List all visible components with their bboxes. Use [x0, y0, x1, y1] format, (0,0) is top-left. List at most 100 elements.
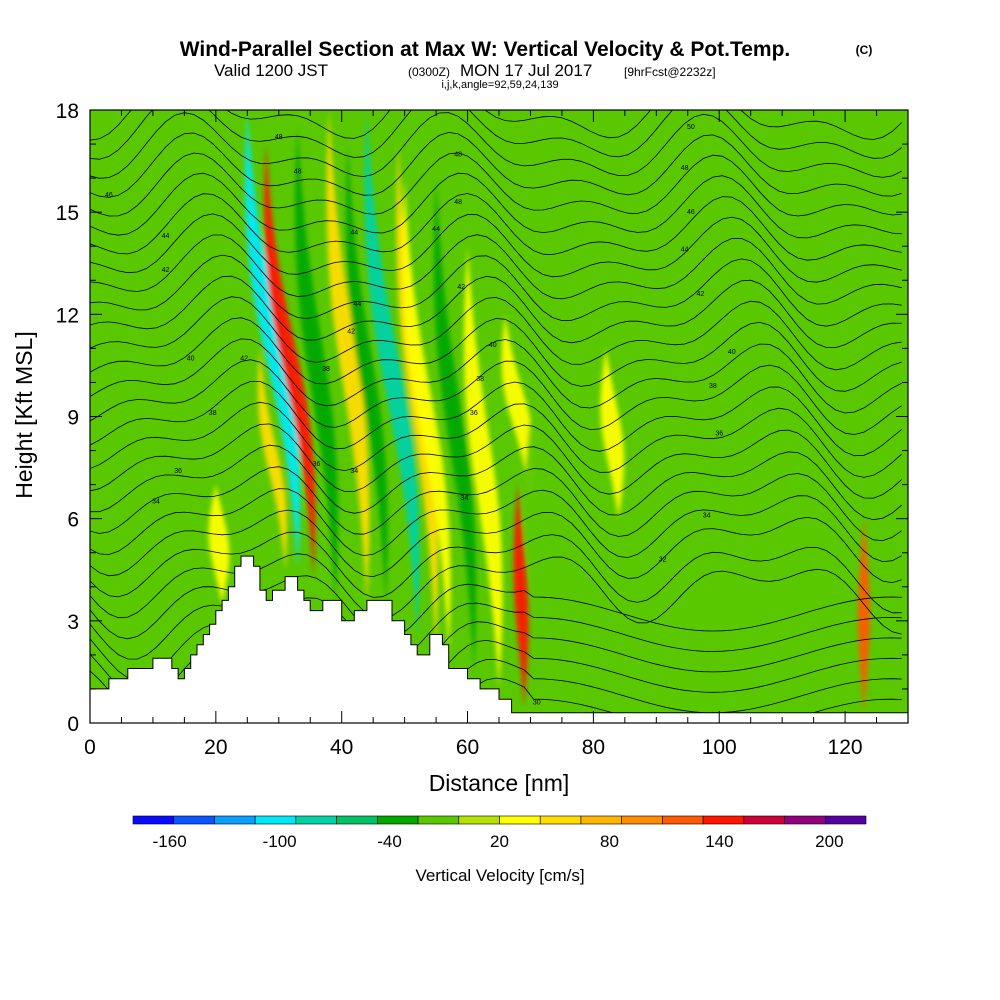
isentrope-label: 38 [322, 366, 330, 373]
isentrope-line [90, 381, 902, 457]
colorbar-swatch [458, 815, 500, 825]
y-axis-label: Height [Kft MSL] [11, 331, 37, 498]
valid-time-label: Valid 1200 JST [214, 61, 328, 80]
isentrope-label: 36 [715, 431, 723, 438]
x-tick-label: 40 [330, 736, 353, 759]
colorbar-swatch [702, 815, 745, 825]
terrain-mask [90, 555, 908, 723]
isentrope-label: 40 [728, 349, 736, 356]
isentrope-label: 36 [470, 410, 478, 417]
x-tick-label: 80 [582, 736, 605, 759]
colorbar-swatch [214, 815, 256, 825]
isentrope-line [90, 152, 902, 217]
x-tick-label: 60 [456, 736, 479, 759]
velocity-feature [346, 144, 388, 604]
isentrope-label: 42 [162, 267, 170, 274]
isentrope-line [90, 213, 902, 283]
valid-date-label: MON 17 Jul 2017 [460, 61, 592, 80]
velocity-feature [326, 110, 370, 604]
y-tick-label: 0 [67, 713, 79, 736]
velocity-feature [244, 110, 301, 570]
isentrope-label: 42 [457, 284, 465, 291]
colorbar-tick-label: 80 [600, 832, 619, 851]
isentrope-line [90, 317, 902, 392]
isentrope-line [90, 131, 902, 198]
colorbar-swatch [743, 815, 785, 825]
isentrope-line [90, 509, 902, 584]
colorbar-swatch [784, 815, 826, 825]
y-tick-label: 18 [56, 100, 79, 123]
x-tick-label: 20 [204, 736, 227, 759]
velocity-feature [715, 178, 749, 621]
velocity-feature [524, 416, 556, 689]
velocity-feature [513, 484, 529, 706]
isentrope-label: 46 [687, 209, 695, 216]
velocity-feature [115, 246, 147, 553]
isentrope-line [90, 423, 902, 499]
velocity-feature [789, 212, 819, 621]
isentrope-label: 44 [681, 247, 689, 254]
isentrope-label: 42 [347, 328, 355, 335]
colorbar-swatch [417, 815, 460, 825]
colorbar-swatch [824, 815, 867, 825]
isentrope-label: 50 [687, 124, 695, 131]
isentrope-line [90, 234, 902, 305]
chart-title: Wind-Parallel Section at Max W: Vertical… [180, 38, 791, 61]
colorbar-swatch [336, 815, 378, 825]
isentrope-line [90, 193, 902, 261]
isentrope-label: 34 [460, 495, 468, 502]
x-tick-label: 0 [84, 736, 96, 759]
isentrope-line [90, 296, 902, 371]
velocity-feature [364, 110, 420, 638]
colorbar-tick-label: -40 [377, 832, 402, 851]
valid-utc-label: (0300Z) [408, 65, 450, 79]
colorbar-swatch [173, 815, 215, 825]
colorbar-label: Vertical Velocity [cm/s] [415, 866, 584, 885]
isentrope-line [90, 575, 902, 640]
y-tick-label: 12 [56, 304, 79, 327]
colorbar-swatch [295, 815, 337, 825]
copyright-mark: (C) [856, 43, 873, 57]
isentrope-label: 34 [350, 468, 358, 475]
isentrope-label: 40 [489, 342, 497, 349]
colorbar-swatch [377, 815, 419, 825]
velocity-feature [167, 178, 196, 485]
isentrope-line [90, 110, 902, 141]
velocity-feature [208, 484, 230, 604]
colorbar-tick-label: -160 [153, 832, 187, 851]
y-tick-label: 3 [67, 611, 79, 634]
isentrope-line [90, 531, 902, 614]
isentrope-line [90, 444, 902, 521]
isentrope-label: 44 [432, 226, 440, 233]
isentrope-label: 48 [454, 199, 462, 206]
x-axis-label: Distance [nm] [429, 770, 570, 796]
isentrope-line [90, 275, 902, 349]
isentrope-label: 44 [354, 301, 362, 308]
colorbar-tick-label: 140 [705, 832, 733, 851]
isentrope-label: 48 [275, 134, 283, 141]
colorbar-swatch [132, 815, 175, 825]
isentrope-label: 38 [209, 410, 217, 417]
isentrope-line [90, 401, 902, 478]
isentrope-label: 44 [350, 230, 358, 237]
isentrope-label: 36 [174, 468, 182, 475]
isentrope-line [90, 172, 902, 239]
isentrope-label: 48 [294, 168, 302, 175]
isentrope-label: 36 [313, 461, 321, 468]
isentrope-label: 32 [659, 557, 667, 564]
velocity-feature [600, 348, 625, 519]
velocity-feature [295, 127, 338, 604]
colorbar-swatch [499, 815, 541, 825]
isentrope-line [90, 112, 902, 179]
isentrope-label: 44 [162, 233, 170, 240]
y-tick-label: 6 [67, 509, 79, 532]
isentrope-label: 46 [105, 192, 113, 199]
isentrope-label: 48 [454, 151, 462, 158]
velocity-feature [402, 178, 451, 655]
isentrope-label: 40 [187, 356, 195, 363]
colorbar-swatch [621, 815, 663, 825]
isentrope-label: 34 [703, 512, 711, 519]
